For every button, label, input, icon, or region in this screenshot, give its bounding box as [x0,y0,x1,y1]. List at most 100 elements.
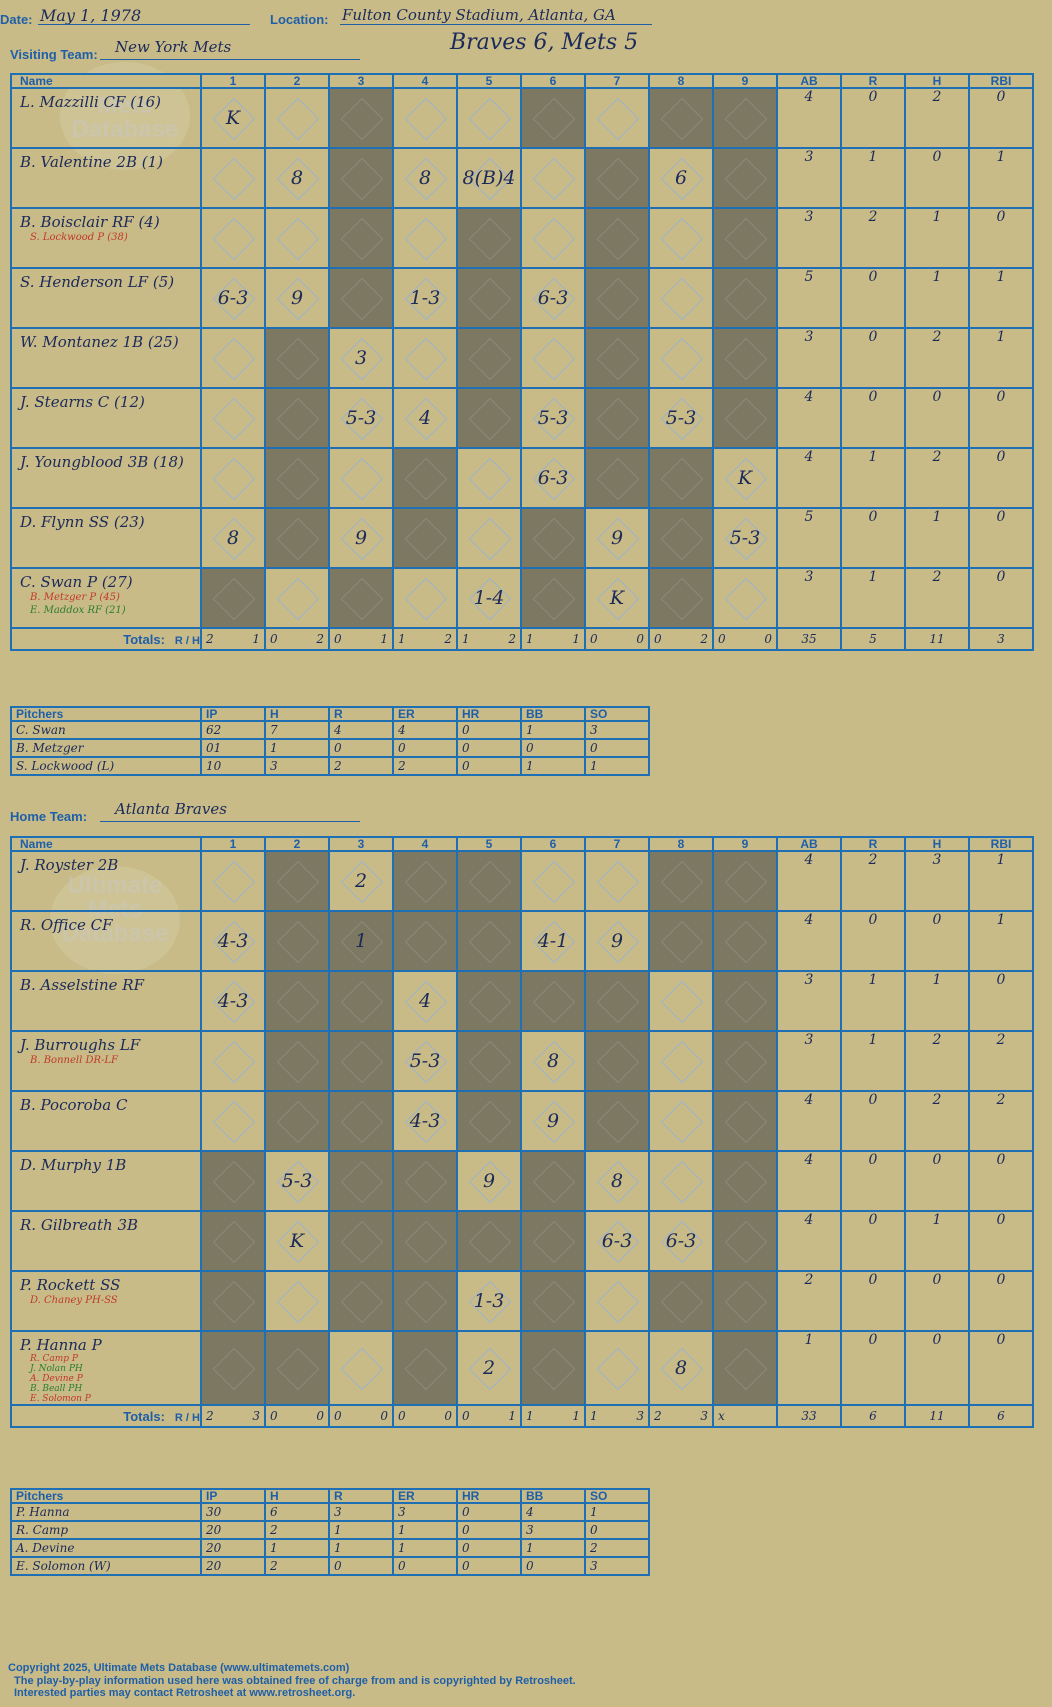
base-diamond [724,920,768,964]
stat-total: 33 [776,1404,842,1428]
inning-header: 1 [200,73,266,89]
totals-text: Totals: [123,1408,165,1424]
at-bat-result: 6-3 [217,287,249,309]
batter-stat: 1 [840,1030,906,1092]
at-bat-cell [200,1330,266,1406]
substitute-name: J. Nolan PH [30,1364,83,1374]
batter-name: D. Flynn SS (23) [20,513,145,531]
pitcher-stat: 0 [456,1538,522,1558]
batter-stat: 0 [968,387,1034,449]
inning-total: x [712,1404,778,1428]
at-bat-cell: K [200,87,266,149]
at-bat-cell [456,910,522,972]
batter-row: B. Asselstine RF 4-3 4 3 1 1 0 [10,970,1034,1032]
pitcher-stat: 0 [456,720,522,740]
batter-name-cell: L. Mazzilli CF (16) [10,87,202,149]
pitcher-name: R. Camp [10,1520,202,1540]
inning-hits: 1 [508,1409,516,1423]
base-diamond [660,577,704,621]
at-bat-cell [712,387,778,449]
pitcher-stat: 1 [392,1538,458,1558]
batter-row: B. Pocoroba C 4-3 9 4 0 2 2 [10,1090,1034,1152]
at-bat-cell [200,1090,266,1152]
at-bat-cell [520,1150,586,1212]
inning-runs: 1 [462,632,470,646]
inning-header: 5 [456,73,522,89]
at-bat-result: 1 [354,930,368,952]
pitcher-stat: 1 [328,1538,394,1558]
batter-stat: 0 [968,1150,1034,1212]
pitcher-stat-header: H [264,706,330,722]
at-bat-cell [392,1150,458,1212]
batter-stat: 2 [904,87,970,149]
base-diamond [660,860,704,904]
at-bat-cell [264,970,330,1032]
at-bat-result: 6-3 [665,1230,697,1252]
batter-name: P. Hanna P [20,1336,102,1354]
at-bat-cell [328,87,394,149]
footer-contact: Interested parties may contact Retroshee… [14,1687,356,1699]
inning-runs: 2 [206,632,214,646]
at-bat-cell [328,447,394,509]
base-diamond [596,217,640,261]
batter-stat: 0 [968,567,1034,629]
base-diamond [340,457,384,501]
at-bat-cell: 8 [200,507,266,569]
base-diamond [468,457,512,501]
base-diamond [340,157,384,201]
substitute-name: E. Maddox RF (21) [30,605,126,616]
date-label: Date: [0,12,33,27]
home-scorecard: Name 1 2 3 4 5 6 7 8 9 AB R H RBI J. Royster 2B 2 4 2 3 1 R.… [10,836,1034,1428]
at-bat-cell [648,1150,714,1212]
at-bat-cell [584,1090,650,1152]
stat-header: R [840,73,906,89]
at-bat-cell: 5-3 [392,1030,458,1092]
at-bat-cell [712,1030,778,1092]
base-diamond [404,1160,448,1204]
at-bat-result: 4 [418,407,432,429]
batter-stat: 0 [840,387,906,449]
at-bat-cell [392,447,458,509]
at-bat-cell [520,1270,586,1332]
pitcher-stat: 1 [584,756,650,776]
name-column-header: Name [10,836,202,852]
batter-stat: 0 [968,87,1034,149]
batter-stat: 0 [840,1150,906,1212]
at-bat-cell [456,850,522,912]
batter-row: L. Mazzilli CF (16) K 4 0 2 0 [10,87,1034,149]
at-bat-cell: 6-3 [520,267,586,329]
inning-runs: 2 [654,1409,662,1423]
at-bat-cell: 8 [392,147,458,209]
at-bat-result: 4-3 [217,990,249,1012]
at-bat-cell: 6-3 [520,447,586,509]
at-bat-result: 5-3 [537,407,569,429]
at-bat-cell [328,267,394,329]
pitcher-stat: 2 [584,1538,650,1558]
batter-name: R. Office CF [20,916,113,934]
pitcher-stat: 3 [264,756,330,776]
at-bat-cell: K [264,1210,330,1272]
at-bat-result: 8 [610,1170,624,1192]
pitcher-stat: 0 [584,1520,650,1540]
base-diamond [404,1220,448,1264]
base-diamond [340,217,384,261]
batter-stat: 2 [904,1030,970,1092]
at-bat-cell [648,327,714,389]
base-diamond [724,980,768,1024]
stat-header: AB [776,836,842,852]
base-diamond [724,1040,768,1084]
at-bat-cell [520,507,586,569]
runs-key: R [174,634,183,647]
base-diamond [276,860,320,904]
at-bat-cell: 5-3 [264,1150,330,1212]
base-diamond [276,1040,320,1084]
pitcher-stat: 0 [328,1556,394,1576]
at-bat-cell [520,87,586,149]
